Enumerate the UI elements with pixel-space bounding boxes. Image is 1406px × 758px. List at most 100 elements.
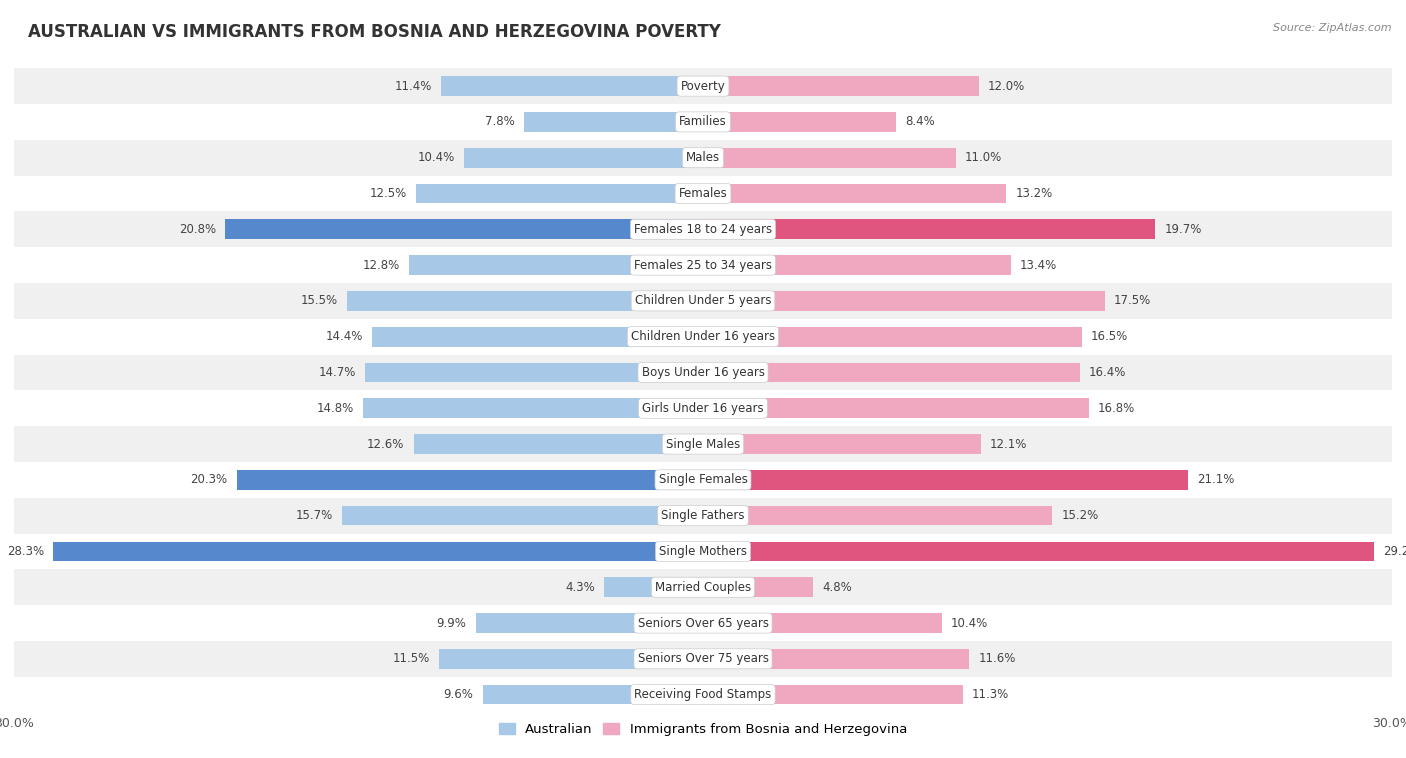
Text: 13.4%: 13.4% (1019, 258, 1057, 271)
Text: Single Mothers: Single Mothers (659, 545, 747, 558)
Text: 16.4%: 16.4% (1088, 366, 1126, 379)
Bar (14, 139, 1392, 176)
Text: 16.8%: 16.8% (1098, 402, 1135, 415)
Text: 11.5%: 11.5% (392, 653, 430, 666)
Bar (439, 649, 703, 669)
Text: 21.1%: 21.1% (1197, 473, 1234, 487)
Bar (524, 112, 703, 132)
Bar (14, 319, 1392, 355)
Text: 8.4%: 8.4% (905, 115, 935, 128)
Bar (14, 498, 1392, 534)
Bar (703, 112, 896, 132)
Text: 4.3%: 4.3% (565, 581, 595, 594)
Text: Seniors Over 65 years: Seniors Over 65 years (637, 616, 769, 630)
Bar (416, 183, 703, 203)
Bar (703, 362, 1080, 382)
Text: 11.3%: 11.3% (972, 688, 1010, 701)
Bar (14, 641, 1392, 677)
Bar (14, 605, 1392, 641)
Bar (703, 542, 1374, 561)
Text: 12.5%: 12.5% (370, 187, 406, 200)
Text: Females 25 to 34 years: Females 25 to 34 years (634, 258, 772, 271)
Bar (14, 534, 1392, 569)
Text: 19.7%: 19.7% (1164, 223, 1202, 236)
Text: 28.3%: 28.3% (7, 545, 44, 558)
Text: 11.0%: 11.0% (965, 151, 1002, 164)
Text: 17.5%: 17.5% (1114, 294, 1152, 308)
Text: 12.6%: 12.6% (367, 437, 405, 450)
Text: 10.4%: 10.4% (418, 151, 456, 164)
Bar (703, 255, 1011, 275)
Bar (14, 176, 1392, 211)
Bar (53, 542, 703, 561)
Text: 16.5%: 16.5% (1091, 330, 1129, 343)
Bar (703, 578, 813, 597)
Text: 12.8%: 12.8% (363, 258, 399, 271)
Bar (703, 148, 956, 168)
Text: Seniors Over 75 years: Seniors Over 75 years (637, 653, 769, 666)
Bar (14, 247, 1392, 283)
Bar (366, 362, 703, 382)
Text: Families: Families (679, 115, 727, 128)
Text: Girls Under 16 years: Girls Under 16 years (643, 402, 763, 415)
Text: Single Females: Single Females (658, 473, 748, 487)
Text: 29.2%: 29.2% (1382, 545, 1406, 558)
Bar (703, 220, 1156, 239)
Bar (14, 462, 1392, 498)
Text: Single Males: Single Males (666, 437, 740, 450)
Bar (373, 327, 703, 346)
Bar (441, 77, 703, 96)
Text: 9.6%: 9.6% (443, 688, 474, 701)
Bar (413, 434, 703, 454)
Bar (225, 220, 703, 239)
Bar (703, 77, 979, 96)
Text: Receiving Food Stamps: Receiving Food Stamps (634, 688, 772, 701)
Bar (14, 211, 1392, 247)
Text: 15.7%: 15.7% (297, 509, 333, 522)
Bar (703, 506, 1052, 525)
Bar (14, 283, 1392, 319)
Bar (14, 104, 1392, 139)
Bar (363, 399, 703, 418)
Text: Children Under 5 years: Children Under 5 years (634, 294, 772, 308)
Text: Females 18 to 24 years: Females 18 to 24 years (634, 223, 772, 236)
Bar (14, 68, 1392, 104)
Bar (703, 470, 1188, 490)
Text: 10.4%: 10.4% (950, 616, 988, 630)
Text: 13.2%: 13.2% (1015, 187, 1053, 200)
Text: Married Couples: Married Couples (655, 581, 751, 594)
Bar (409, 255, 703, 275)
Bar (703, 399, 1088, 418)
Bar (703, 327, 1083, 346)
Text: Source: ZipAtlas.com: Source: ZipAtlas.com (1274, 23, 1392, 33)
Text: 7.8%: 7.8% (485, 115, 515, 128)
Text: 12.0%: 12.0% (988, 80, 1025, 92)
Text: Children Under 16 years: Children Under 16 years (631, 330, 775, 343)
Text: 14.7%: 14.7% (319, 366, 356, 379)
Bar (703, 183, 1007, 203)
Text: 14.8%: 14.8% (316, 402, 354, 415)
Bar (14, 426, 1392, 462)
Bar (475, 613, 703, 633)
Text: 11.6%: 11.6% (979, 653, 1017, 666)
Bar (703, 684, 963, 704)
Text: Females: Females (679, 187, 727, 200)
Text: 20.3%: 20.3% (190, 473, 228, 487)
Bar (14, 569, 1392, 605)
Text: Males: Males (686, 151, 720, 164)
Legend: Australian, Immigrants from Bosnia and Herzegovina: Australian, Immigrants from Bosnia and H… (494, 717, 912, 741)
Text: Poverty: Poverty (681, 80, 725, 92)
Bar (703, 434, 981, 454)
Bar (14, 355, 1392, 390)
Text: 11.4%: 11.4% (395, 80, 432, 92)
Text: Single Fathers: Single Fathers (661, 509, 745, 522)
Text: 9.9%: 9.9% (437, 616, 467, 630)
Bar (703, 613, 942, 633)
Bar (464, 148, 703, 168)
Text: 15.2%: 15.2% (1062, 509, 1098, 522)
Bar (605, 578, 703, 597)
Text: Boys Under 16 years: Boys Under 16 years (641, 366, 765, 379)
Text: 15.5%: 15.5% (301, 294, 337, 308)
Bar (14, 677, 1392, 713)
Bar (703, 649, 969, 669)
